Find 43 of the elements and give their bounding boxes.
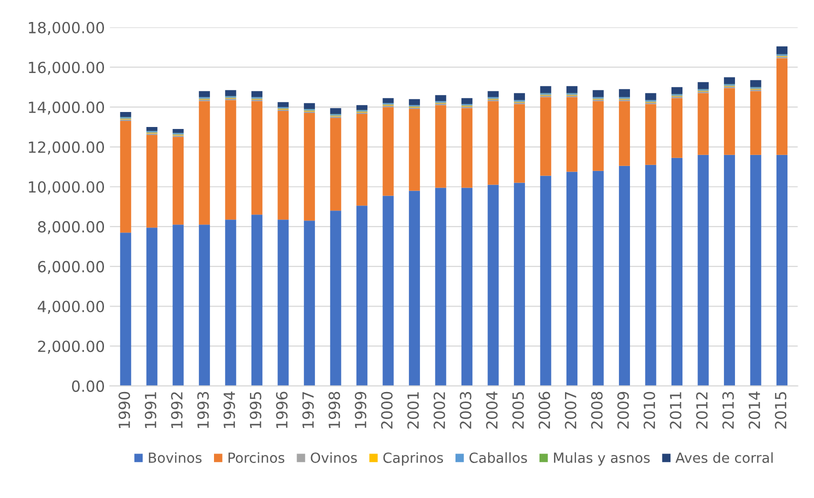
y-tick-label: 0.00 <box>72 380 104 392</box>
x-tick-label: 2003 <box>460 392 472 429</box>
x-tick-label: 2009 <box>617 392 629 429</box>
y-tick-label: 4,000.00 <box>38 300 104 314</box>
x-tick-label: 1995 <box>250 392 262 428</box>
y-tick-label: 6,000.00 <box>38 260 104 274</box>
y-tick-label: 10,000.00 <box>28 181 104 194</box>
x-tick-label: 2011 <box>670 392 682 429</box>
x-tick-label: 1997 <box>302 392 314 428</box>
legend-label: Ovinos <box>310 452 357 463</box>
x-tick-label: 2007 <box>564 392 576 429</box>
x-tick-label: 2014 <box>748 392 760 429</box>
x-tick-label: 1999 <box>354 392 366 428</box>
x-tick-label: 2012 <box>696 392 708 429</box>
y-tick-label: 2,000.00 <box>38 340 104 354</box>
x-tick-label: 2015 <box>774 392 786 429</box>
legend-label: Caprinos <box>383 452 443 466</box>
y-tick-label: 8,000.00 <box>38 221 104 234</box>
x-tick-label: 2010 <box>644 392 656 429</box>
x-tick-label: 1993 <box>197 392 209 428</box>
x-tick-label: 1991 <box>144 392 156 428</box>
x-tick-label: 2001 <box>407 392 419 429</box>
y-tick-label: 18,000.00 <box>28 22 104 35</box>
x-tick-label: 2008 <box>591 392 603 429</box>
y-tick-label: 12,000.00 <box>28 141 104 154</box>
y-tick-label: 16,000.00 <box>28 62 104 75</box>
legend-label: Caballos <box>469 452 527 463</box>
legend-label: Mulas y asnos <box>554 452 650 466</box>
legend-label: Aves de corral <box>675 452 773 463</box>
x-tick-label: 2006 <box>538 392 550 429</box>
x-tick-label: 1994 <box>224 392 236 428</box>
x-tick-label: 2013 <box>722 392 734 429</box>
y-tick-label: 14,000.00 <box>28 102 104 115</box>
x-tick-label: 2004 <box>486 392 498 429</box>
legend-label: Bovinos <box>148 452 202 463</box>
x-tick-label: 2002 <box>434 392 446 429</box>
legend-label: Porcinos <box>228 452 284 463</box>
x-tick-label: 2005 <box>512 392 524 429</box>
x-tick-label: 2000 <box>381 392 393 429</box>
x-tick-label: 1996 <box>276 392 288 428</box>
x-tick-label: 1992 <box>171 392 183 428</box>
x-tick-label: 1998 <box>328 392 340 428</box>
x-tick-label: 1990 <box>118 392 130 428</box>
